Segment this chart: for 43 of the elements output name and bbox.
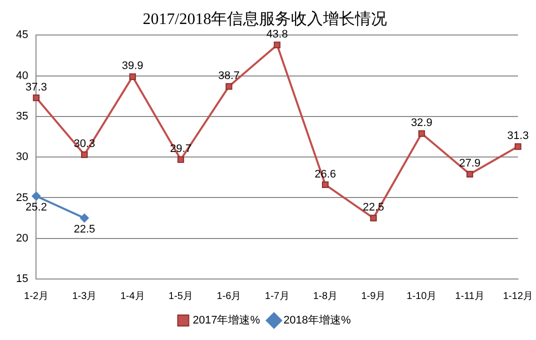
x-tick-label: 1-5月 — [168, 290, 193, 302]
x-tick-label: 1-7月 — [264, 290, 290, 302]
point — [32, 94, 40, 102]
point — [418, 130, 425, 137]
y-tick-label: 15 — [16, 273, 28, 286]
x-tick-label: 1-4月 — [120, 290, 145, 302]
x-tick-label: 1-9月 — [361, 290, 386, 302]
point — [81, 151, 88, 158]
x-tick-label: 1-12月 — [502, 290, 533, 302]
x-tick-label: 1-6月 — [216, 290, 242, 302]
x-tick-label: 1-8月 — [313, 290, 338, 302]
data-label: 31.3 — [507, 130, 529, 142]
x-tick-label: 1-11月 — [455, 290, 484, 302]
x-tick-label: 1-10月 — [406, 290, 437, 302]
point — [226, 83, 232, 90]
chart-title: 2017/2018年信息服务收入增长情况 — [142, 10, 388, 28]
y-tick-label: 45 — [16, 29, 28, 42]
y-tick-label: 35 — [16, 110, 28, 122]
data-label: 39.9 — [122, 60, 144, 72]
x-tick-label: 1-3月 — [72, 290, 97, 302]
data-label: 27.9 — [459, 158, 481, 170]
legend-label: 2018年增速% — [284, 314, 351, 327]
point — [370, 214, 377, 222]
y-tick-label: 25 — [16, 192, 28, 204]
point — [80, 214, 89, 223]
data-label: 25.2 — [26, 202, 47, 214]
data-label: 32.9 — [410, 117, 432, 130]
y-tick-label: 40 — [16, 70, 28, 82]
point — [177, 156, 184, 163]
data-label: 38.7 — [218, 70, 240, 82]
point — [514, 143, 522, 150]
point — [274, 42, 280, 48]
point — [466, 170, 474, 178]
y-tick-label: 20 — [16, 232, 28, 244]
data-label: 43.8 — [266, 28, 288, 40]
point — [32, 192, 41, 201]
data-label: 22.5 — [74, 224, 96, 236]
legend-label: 2017年增速% — [192, 314, 260, 327]
y-tick-label: 30 — [16, 151, 28, 164]
data-label: 37.3 — [26, 81, 47, 94]
point — [322, 181, 329, 188]
point — [129, 73, 136, 80]
x-tick-label: 1-2月 — [24, 290, 48, 302]
